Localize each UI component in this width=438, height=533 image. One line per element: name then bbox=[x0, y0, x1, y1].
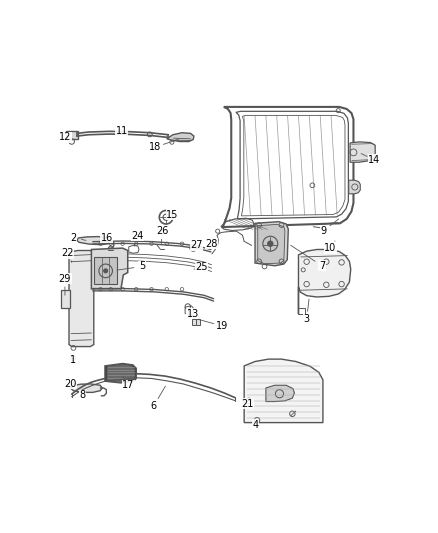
Text: 1: 1 bbox=[71, 355, 77, 365]
Polygon shape bbox=[298, 249, 351, 314]
Text: 18: 18 bbox=[149, 142, 162, 152]
Text: 6: 6 bbox=[151, 401, 157, 410]
Bar bbox=[94, 257, 117, 284]
Polygon shape bbox=[167, 133, 194, 142]
Polygon shape bbox=[349, 180, 360, 194]
Text: 24: 24 bbox=[131, 231, 143, 241]
Polygon shape bbox=[71, 384, 102, 392]
Circle shape bbox=[104, 269, 108, 273]
Text: 28: 28 bbox=[205, 239, 218, 249]
Text: 8: 8 bbox=[80, 391, 86, 400]
Text: 15: 15 bbox=[166, 210, 179, 220]
Bar bbox=[192, 319, 200, 325]
Text: 29: 29 bbox=[59, 273, 71, 284]
Polygon shape bbox=[69, 251, 94, 346]
Polygon shape bbox=[266, 385, 294, 401]
Circle shape bbox=[268, 241, 273, 246]
Text: 16: 16 bbox=[101, 233, 113, 243]
Text: 26: 26 bbox=[156, 226, 169, 236]
Polygon shape bbox=[255, 222, 288, 266]
Polygon shape bbox=[350, 142, 375, 162]
Text: 10: 10 bbox=[324, 243, 336, 253]
Polygon shape bbox=[258, 224, 285, 264]
Polygon shape bbox=[77, 237, 110, 245]
Text: 20: 20 bbox=[64, 378, 76, 389]
Text: 13: 13 bbox=[187, 309, 199, 319]
Polygon shape bbox=[105, 364, 136, 383]
Text: 17: 17 bbox=[122, 380, 134, 390]
Text: 4: 4 bbox=[253, 419, 259, 430]
Text: 5: 5 bbox=[139, 262, 145, 271]
Polygon shape bbox=[66, 131, 78, 139]
Text: 9: 9 bbox=[321, 226, 327, 236]
Polygon shape bbox=[244, 359, 323, 423]
Text: 3: 3 bbox=[304, 314, 310, 325]
Text: 11: 11 bbox=[116, 126, 128, 136]
Text: 22: 22 bbox=[61, 248, 74, 258]
Text: 12: 12 bbox=[59, 133, 71, 142]
Polygon shape bbox=[107, 365, 134, 382]
Text: 25: 25 bbox=[195, 262, 208, 272]
Polygon shape bbox=[92, 248, 128, 289]
Text: 19: 19 bbox=[215, 321, 228, 331]
Bar bbox=[61, 289, 71, 308]
Text: 7: 7 bbox=[319, 261, 325, 271]
Text: 21: 21 bbox=[241, 399, 254, 409]
Text: 2: 2 bbox=[70, 232, 77, 243]
Text: 27: 27 bbox=[190, 240, 202, 251]
Text: 14: 14 bbox=[368, 155, 381, 165]
